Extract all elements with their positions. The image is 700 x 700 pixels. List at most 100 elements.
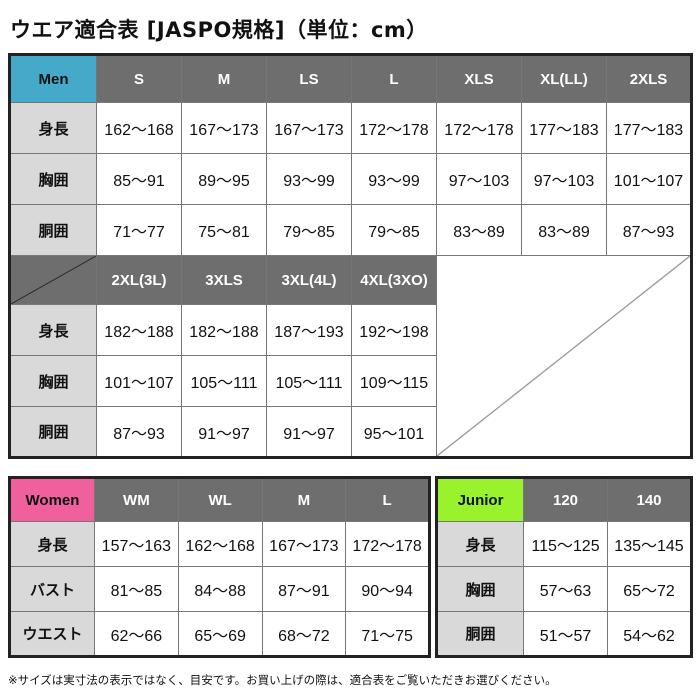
size-value: 93〜99 (351, 153, 437, 205)
size-header: 3XLS (181, 255, 267, 305)
table-row: 胴囲 51〜57 54〜62 (436, 611, 692, 657)
page-title: ウエア適合表 [JASPO規格]（単位：cm） (10, 18, 428, 42)
size-value: 192〜198 (351, 304, 437, 356)
row-label: 身長 (9, 102, 97, 154)
size-value: 97〜103 (521, 153, 607, 205)
size-value: 167〜173 (266, 102, 352, 154)
table-row: 胴囲 87〜93 91〜97 91〜97 95〜101 (9, 406, 692, 458)
size-value: 167〜173 (181, 102, 267, 154)
row-label: 胸囲 (436, 566, 524, 612)
size-value: 89〜95 (181, 153, 267, 205)
diagonal-line (11, 256, 96, 304)
row-label: ウエスト (9, 611, 95, 657)
size-value: 172〜178 (351, 102, 437, 154)
women-size-table: Women WM WL M L 身長 157〜163 162〜168 167〜173 172〜17… (8, 476, 431, 658)
category-label: Junior (436, 477, 524, 522)
size-header: WL (177, 477, 263, 522)
category-label: Women (9, 477, 95, 522)
header-row: Men S M LS L XLS XL(LL) 2XLS (9, 54, 692, 103)
size-value: 62〜66 (94, 611, 179, 657)
size-value: 91〜97 (181, 406, 267, 458)
row-label: 身長 (436, 521, 524, 567)
size-header: 4XL(3XO) (351, 255, 437, 305)
size-value: 105〜111 (266, 355, 352, 407)
row-label: 胸囲 (9, 355, 97, 407)
size-header: 140 (607, 477, 692, 522)
size-value: 85〜91 (96, 153, 182, 205)
size-header: XLS (436, 54, 522, 103)
table-row: 身長 157〜163 162〜168 167〜173 172〜178 (9, 521, 430, 567)
size-value: 172〜178 (345, 521, 430, 567)
size-value: 187〜193 (266, 304, 352, 356)
size-value: 51〜57 (523, 611, 608, 657)
size-value: 75〜81 (181, 204, 267, 256)
size-value: 182〜188 (96, 304, 182, 356)
size-value: 182〜188 (181, 304, 267, 356)
blank-area (436, 255, 692, 458)
corner-cell (9, 255, 97, 305)
size-header: WM (94, 477, 179, 522)
row-label: 胸囲 (9, 153, 97, 205)
size-value: 109〜115 (351, 355, 437, 407)
row-label: 身長 (9, 304, 97, 356)
category-label: Men (9, 54, 97, 103)
size-header: 3XL(4L) (266, 255, 352, 305)
size-value: 83〜89 (521, 204, 607, 256)
size-value: 95〜101 (351, 406, 437, 458)
size-value: 71〜77 (96, 204, 182, 256)
row-label: バスト (9, 566, 95, 612)
size-value: 79〜85 (351, 204, 437, 256)
size-value: 157〜163 (94, 521, 179, 567)
table-row: 胸囲 85〜91 89〜95 93〜99 93〜99 97〜103 97〜103 101〜10… (9, 153, 692, 205)
table-row: 身長 182〜188 182〜188 187〜193 192〜198 (9, 304, 692, 356)
size-value: 65〜72 (607, 566, 692, 612)
size-value: 97〜103 (436, 153, 522, 205)
size-header: L (345, 477, 430, 522)
table-row: 胸囲 57〜63 65〜72 (436, 566, 692, 612)
size-value: 162〜168 (177, 521, 263, 567)
size-value: 93〜99 (266, 153, 352, 205)
size-value: 87〜93 (606, 204, 692, 256)
size-value: 101〜107 (96, 355, 182, 407)
size-value: 177〜183 (606, 102, 692, 154)
table-row: 胴囲 71〜77 75〜81 79〜85 79〜85 83〜89 83〜89 87〜93 (9, 204, 692, 256)
junior-size-table: Junior 120 140 身長 115〜125 135〜145 胸囲 57〜63 65〜72… (435, 476, 693, 658)
size-value: 81〜85 (94, 566, 179, 612)
size-header: S (96, 54, 182, 103)
size-value: 115〜125 (523, 521, 608, 567)
size-header: 2XL(3L) (96, 255, 182, 305)
table-row: バスト 81〜85 84〜88 87〜91 90〜94 (9, 566, 430, 612)
size-header: 120 (523, 477, 608, 522)
table-row: 胸囲 101〜107 105〜111 105〜111 109〜115 (9, 355, 692, 407)
size-value: 177〜183 (521, 102, 607, 154)
diagonal-line (437, 256, 690, 456)
row-label: 身長 (9, 521, 95, 567)
size-header: XL(LL) (521, 54, 607, 103)
table-row: 身長 162〜168 167〜173 167〜173 172〜178 172〜178 177… (9, 102, 692, 154)
size-value: 54〜62 (607, 611, 692, 657)
size-value: 105〜111 (181, 355, 267, 407)
header-row: 2XL(3L) 3XLS 3XL(4L) 4XL(3XO) (9, 255, 692, 458)
size-value: 65〜69 (177, 611, 263, 657)
table-row: ウエスト 62〜66 65〜69 68〜72 71〜75 (9, 611, 430, 657)
row-label: 胴囲 (9, 406, 97, 458)
row-label: 胴囲 (436, 611, 524, 657)
size-value: 71〜75 (345, 611, 430, 657)
size-value: 162〜168 (96, 102, 182, 154)
row-label: 胴囲 (9, 204, 97, 256)
size-header: M (261, 477, 347, 522)
size-header: L (351, 54, 437, 103)
size-value: 84〜88 (177, 566, 263, 612)
footnote: ※サイズは実寸法の表示ではなく、目安です。お買い上げの際は、適合表をご覧いただき… (8, 673, 557, 687)
size-value: 135〜145 (607, 521, 692, 567)
size-value: 68〜72 (261, 611, 347, 657)
size-value: 57〜63 (523, 566, 608, 612)
size-value: 79〜85 (266, 204, 352, 256)
size-value: 83〜89 (436, 204, 522, 256)
size-header: LS (266, 54, 352, 103)
men-size-table: Men S M LS L XLS XL(LL) 2XLS 身長 162〜168 167〜173 167… (8, 53, 693, 459)
size-value: 87〜91 (261, 566, 347, 612)
header-row: Women WM WL M L (9, 477, 430, 522)
header-row: Junior 120 140 (436, 477, 692, 522)
size-value: 101〜107 (606, 153, 692, 205)
